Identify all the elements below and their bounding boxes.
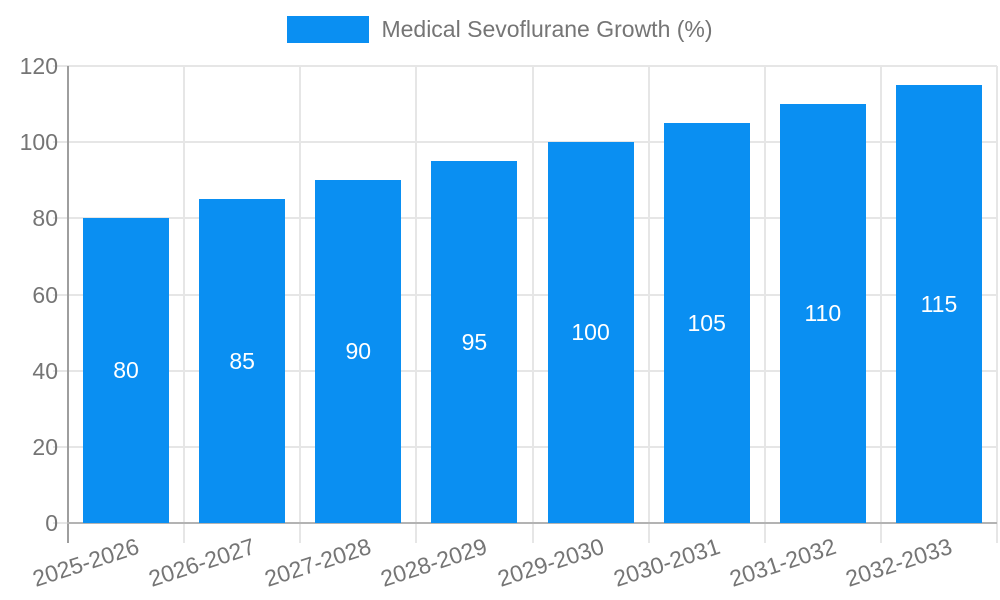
gridline-horizontal <box>53 293 997 296</box>
x-axis-label: 2026-2027 <box>145 533 259 592</box>
y-axis-label: 0 <box>45 510 58 536</box>
bar[interactable]: 95 <box>431 161 518 523</box>
y-axis-label: 80 <box>32 205 58 232</box>
y-axis-line <box>67 66 69 543</box>
bar-value-label: 85 <box>229 347 255 374</box>
x-axis-label: 2031-2032 <box>726 533 839 592</box>
bar[interactable]: 85 <box>199 199 286 523</box>
y-axis-label: 40 <box>32 357 58 384</box>
gridline-vertical <box>531 66 534 543</box>
legend-item[interactable]: Medical Sevoflurane Growth (%) <box>287 16 713 43</box>
bar-value-label: 110 <box>804 300 842 327</box>
bar[interactable]: 105 <box>663 123 750 523</box>
legend-swatch-icon <box>287 16 370 43</box>
y-axis-label: 100 <box>19 129 58 156</box>
x-axis-label: 2029-2030 <box>493 533 607 592</box>
bar-value-label: 115 <box>920 290 958 317</box>
gridline-vertical <box>183 66 186 543</box>
bar[interactable]: 115 <box>895 85 982 523</box>
bar[interactable]: 110 <box>779 104 866 523</box>
gridline-vertical <box>763 66 766 543</box>
bar[interactable]: 90 <box>315 180 402 523</box>
x-axis-label: 2028-2029 <box>377 533 491 592</box>
gridline-horizontal <box>53 369 997 372</box>
gridline-vertical <box>879 66 882 543</box>
legend-label: Medical Sevoflurane Growth (%) <box>381 16 713 42</box>
x-axis-line <box>67 522 997 524</box>
x-axis-label: 2025-2026 <box>29 533 143 592</box>
bar-value-label: 95 <box>461 328 488 355</box>
gridline-horizontal <box>53 445 997 448</box>
x-axis-label: 2027-2028 <box>261 533 375 592</box>
gridline-horizontal <box>53 217 997 220</box>
bar-value-label: 80 <box>113 357 139 384</box>
chart-legend: Medical Sevoflurane Growth (%) <box>0 16 1000 43</box>
gridline-vertical <box>996 66 998 543</box>
bar-value-label: 100 <box>571 319 610 346</box>
y-axis-label: 120 <box>19 53 58 79</box>
bar[interactable]: 100 <box>547 142 634 523</box>
gridline-vertical <box>647 66 650 543</box>
x-axis-label: 2032-2033 <box>842 533 955 592</box>
x-axis-label: 2030-2031 <box>610 533 723 592</box>
y-axis-label: 60 <box>32 281 58 308</box>
bar[interactable]: 80 <box>83 218 170 523</box>
y-axis-label: 20 <box>32 433 58 460</box>
gridline-horizontal <box>53 65 997 67</box>
gridline-vertical <box>415 66 418 543</box>
bar-value-label: 105 <box>687 309 726 336</box>
gridline-vertical <box>299 66 302 543</box>
gridline-horizontal <box>53 141 997 144</box>
bar-value-label: 90 <box>345 338 372 365</box>
